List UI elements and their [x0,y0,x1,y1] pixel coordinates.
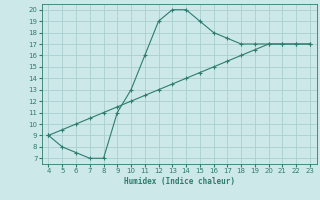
X-axis label: Humidex (Indice chaleur): Humidex (Indice chaleur) [124,177,235,186]
